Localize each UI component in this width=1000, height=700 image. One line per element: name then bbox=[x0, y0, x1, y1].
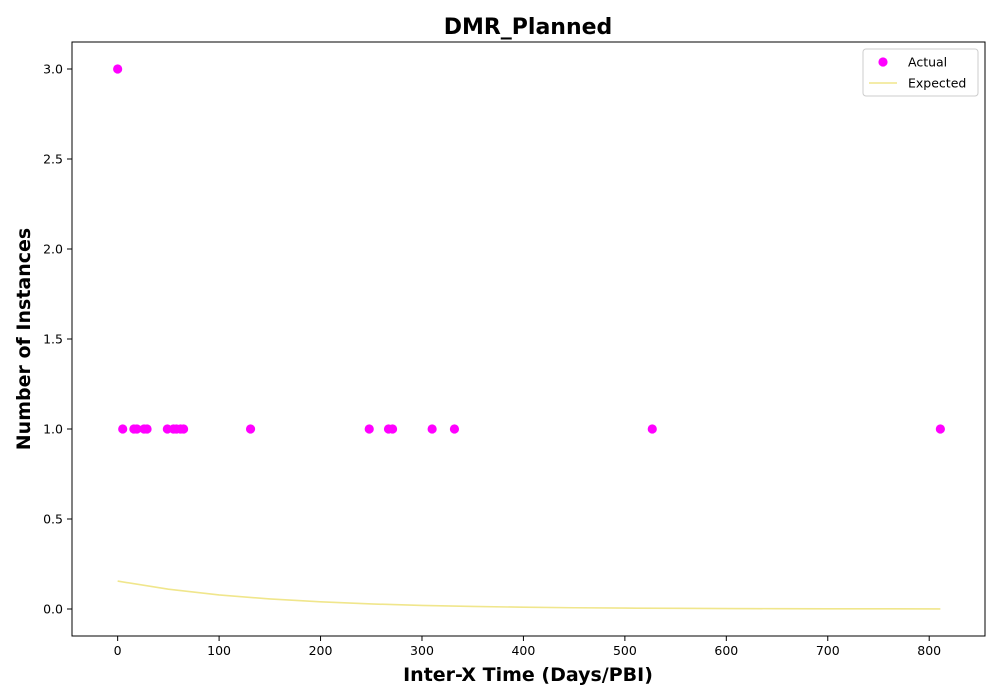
actual-point bbox=[427, 424, 437, 434]
x-tick-label: 600 bbox=[714, 643, 738, 658]
actual-point bbox=[647, 424, 657, 434]
x-tick-label: 0 bbox=[114, 643, 122, 658]
actual-point bbox=[113, 64, 123, 74]
chart-title: DMR_Planned bbox=[444, 15, 613, 40]
actual-point bbox=[387, 424, 398, 434]
x-tick-label: 200 bbox=[309, 643, 333, 658]
x-axis-ticks: 0 100 200 300 400 500 600 700 800 bbox=[114, 636, 941, 658]
y-axis-label: Number of Instances bbox=[13, 228, 35, 450]
expected-line bbox=[117, 580, 941, 610]
y-tick-label: 0.5 bbox=[43, 512, 63, 527]
actual-point bbox=[142, 424, 152, 434]
y-tick-label: 2.5 bbox=[43, 152, 63, 167]
x-tick-label: 400 bbox=[511, 643, 535, 658]
actual-point bbox=[364, 424, 374, 434]
actual-point bbox=[178, 424, 189, 434]
x-tick-label: 700 bbox=[816, 643, 840, 658]
legend: Actual Expected bbox=[862, 48, 979, 97]
y-tick-label: 1.0 bbox=[43, 422, 63, 437]
actual-point bbox=[935, 424, 945, 434]
x-tick-label: 800 bbox=[917, 643, 941, 658]
legend-marker-actual bbox=[878, 57, 888, 67]
y-tick-label: 3.0 bbox=[43, 62, 63, 77]
y-tick-label: 2.0 bbox=[43, 242, 63, 257]
actual-point bbox=[118, 424, 128, 434]
x-tick-label: 500 bbox=[613, 643, 637, 658]
legend-label: Actual bbox=[908, 55, 947, 70]
series-layer bbox=[113, 64, 945, 610]
x-tick-label: 300 bbox=[410, 643, 434, 658]
actual-point bbox=[449, 424, 460, 434]
actual-point bbox=[245, 424, 256, 434]
y-tick-label: 0.0 bbox=[43, 602, 63, 617]
legend-box bbox=[862, 48, 979, 97]
x-axis-label: Inter-X Time (Days/PBI) bbox=[403, 664, 653, 686]
y-tick-label: 1.5 bbox=[43, 332, 63, 347]
actual-point bbox=[132, 424, 142, 434]
x-tick-label: 100 bbox=[207, 643, 231, 658]
y-axis-ticks: 0.0 0.5 1.0 1.5 2.0 2.5 3.0 bbox=[43, 62, 72, 617]
legend-label: Expected bbox=[908, 76, 966, 91]
